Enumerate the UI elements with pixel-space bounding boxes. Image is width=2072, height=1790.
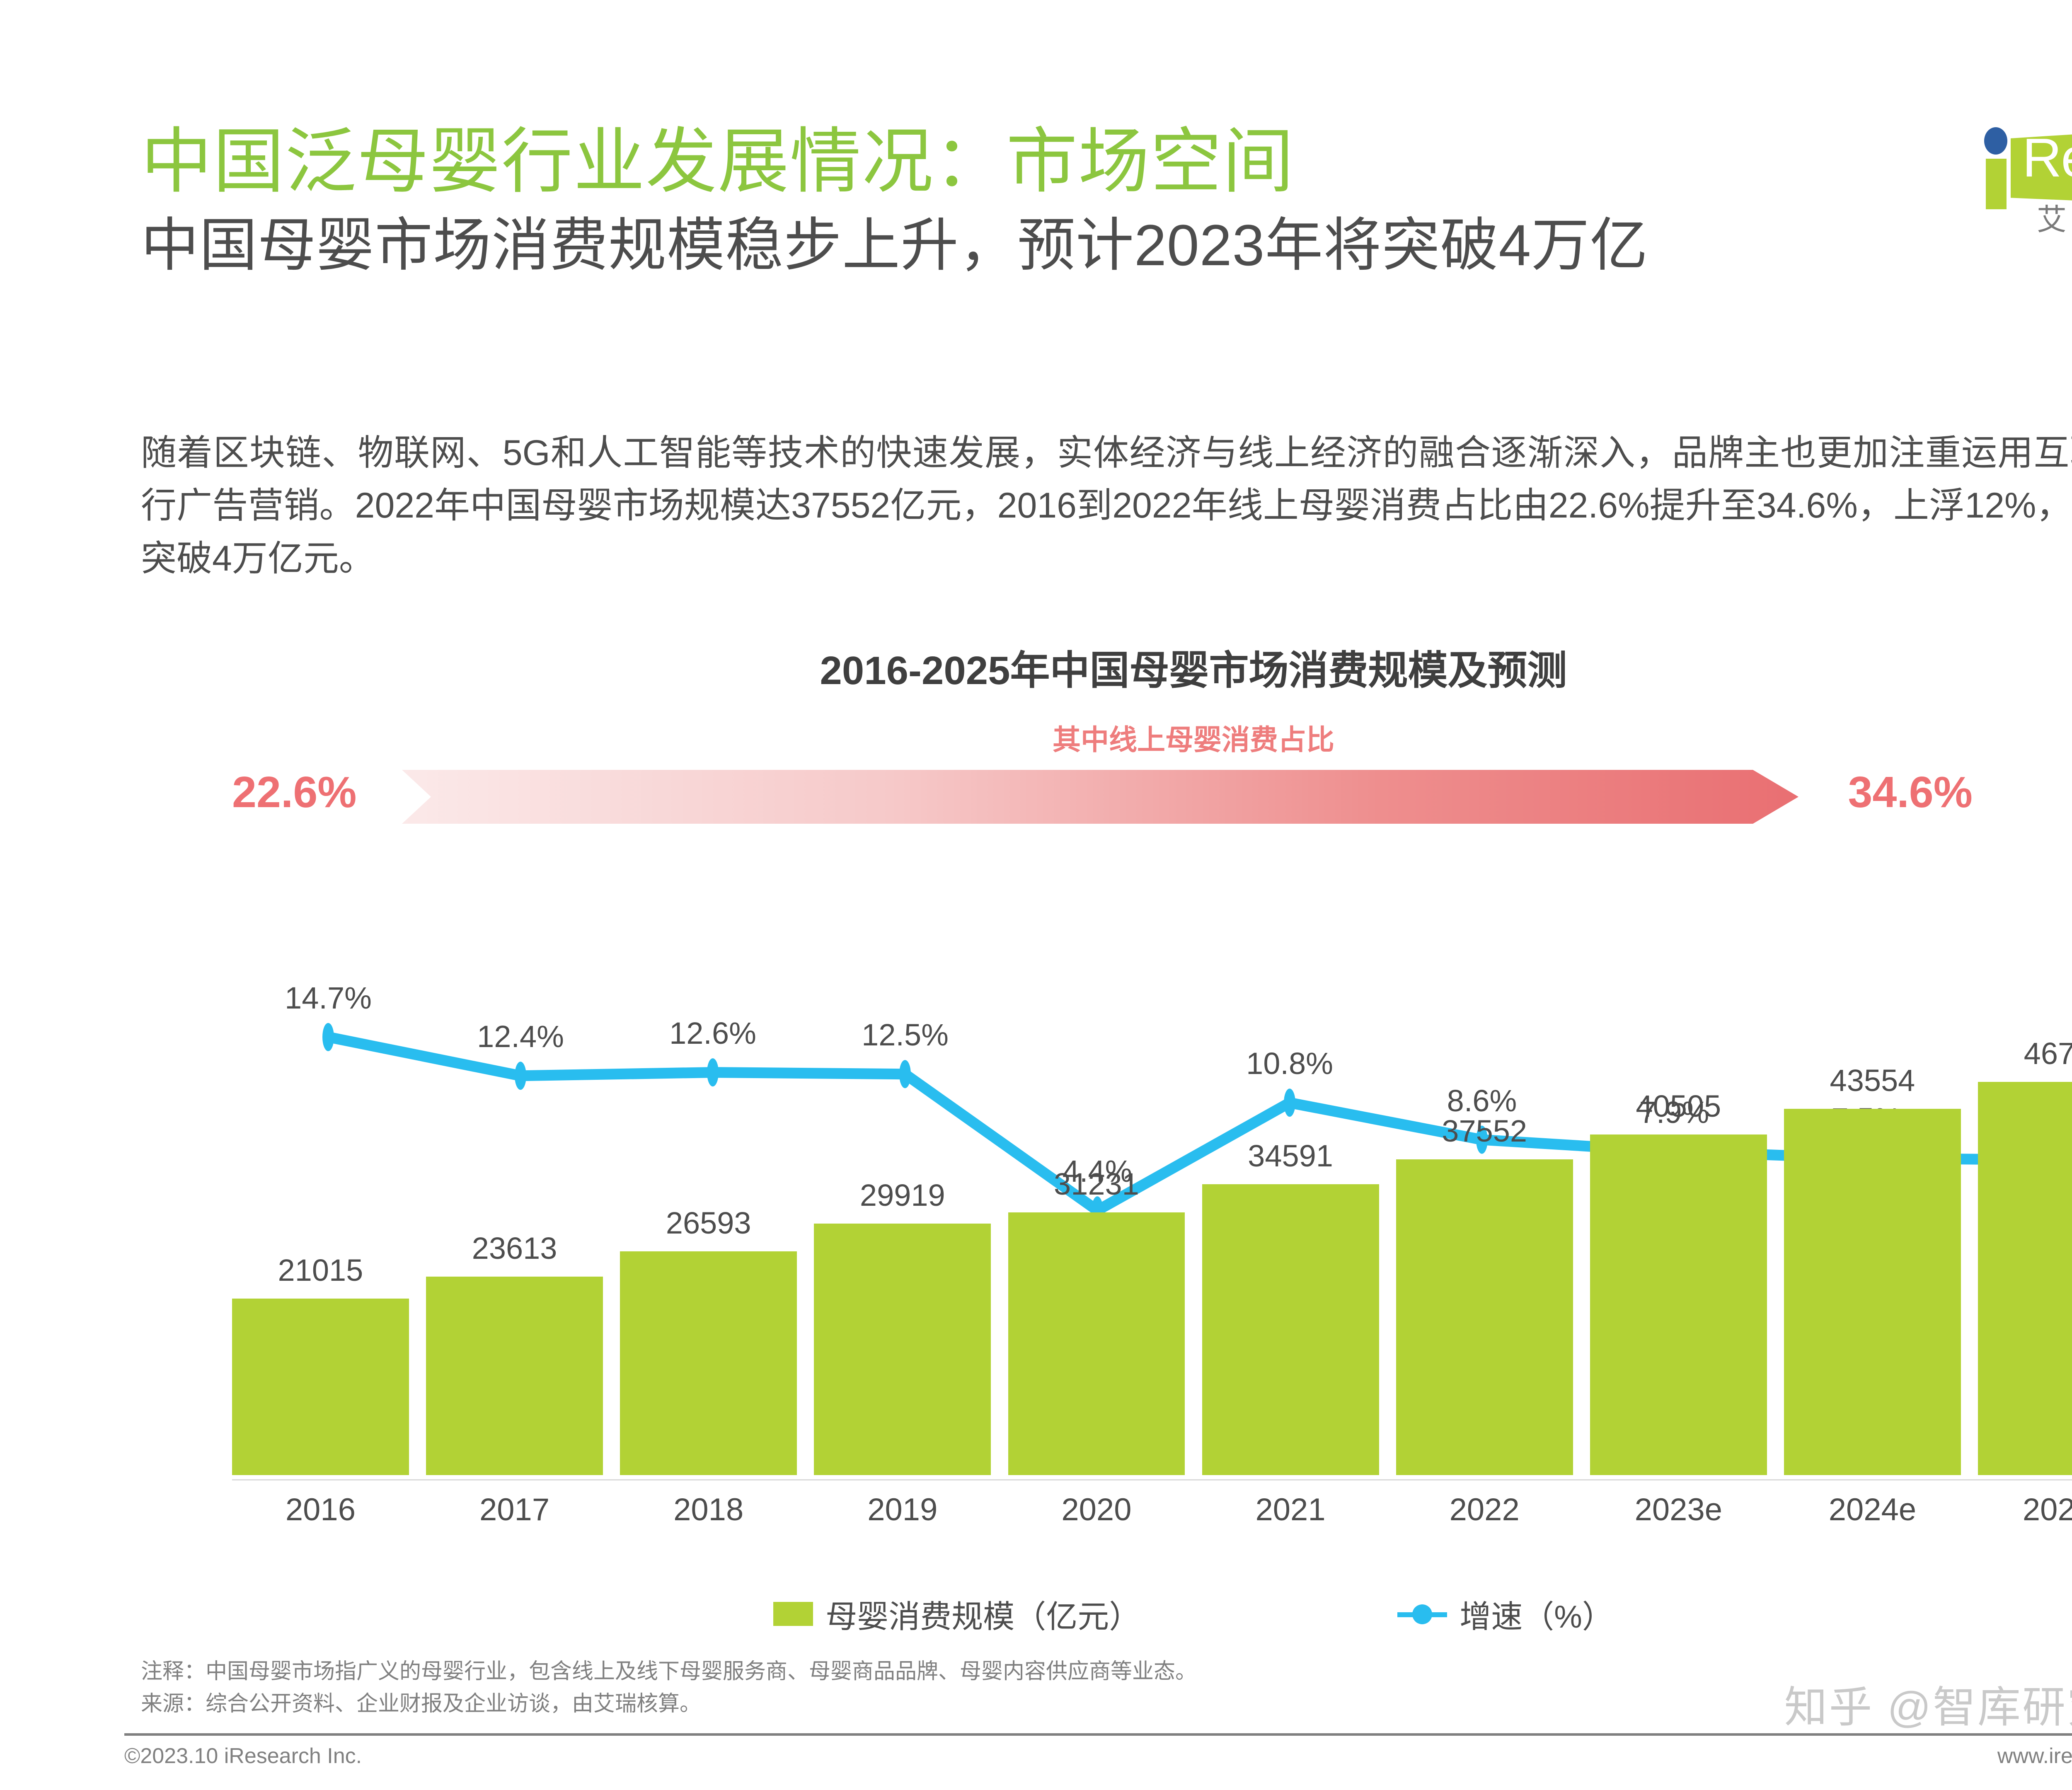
chart-title: 2016-2025年中国母婴市场消费规模及预测	[820, 648, 1567, 693]
bar-value-label: 29919	[859, 1178, 945, 1212]
bar-value-label: 37552	[1442, 1114, 1527, 1149]
footnote-source: 来源：综合公开资料、企业财报及企业访谈，由艾瑞核算。	[141, 1692, 702, 1716]
line-data-point	[899, 1060, 911, 1089]
iresearch-logo: Research 艾瑞咨询	[1973, 106, 2072, 239]
footnote-definition: 注释：中国母婴市场指广义的母婴行业，包含线上及线下母婴服务商、母婴商品品牌、母婴…	[141, 1659, 1197, 1684]
online-share-caption: 其中线上母婴消费占比	[1052, 724, 1334, 756]
footer-url: www.iresearch.com.cn	[1997, 1744, 2072, 1768]
bar-column: 23613	[426, 994, 603, 1475]
share-end-value: 34.6%	[1848, 768, 1973, 817]
bar-column: 46797	[1978, 994, 2072, 1475]
share-growth-arrow: 22.6% 34.6%	[232, 758, 1973, 837]
bar-column: 37552	[1396, 994, 1573, 1475]
header: 中国泛母婴行业发展情况：市场空间 中国母婴市场消费规模稳步上升，预计2023年将…	[141, 124, 2072, 277]
line-value-label: 12.5%	[862, 1018, 949, 1052]
x-axis-tick: 2017	[479, 1492, 550, 1527]
bar-value-label: 40505	[1636, 1089, 1721, 1124]
page-title: 中国泛母婴行业发展情况：市场空间	[141, 122, 1295, 201]
bar-rect	[814, 1224, 991, 1475]
logo-i-dot-icon	[1984, 127, 2007, 155]
bar-column: 26593	[620, 994, 797, 1475]
legend-item-bar: 母婴消费规模（亿元）	[773, 1591, 1140, 1637]
page-subtitle: 中国母婴市场消费规模稳步上升，预计2023年将突破4万亿	[141, 212, 1648, 278]
bar-value-label: 43554	[1830, 1063, 1915, 1098]
line-data-point	[515, 1062, 526, 1090]
arrow-shape	[402, 770, 1798, 824]
logo-chinese-name: 艾瑞咨询	[2036, 203, 2072, 237]
logo-i-stem-icon	[1986, 159, 2007, 209]
bar-column: 40505	[1590, 994, 1767, 1475]
zhihu-watermark: 知乎 @智库研究小明星	[1784, 1684, 2072, 1732]
legend-line-label: 增速（%）	[1460, 1599, 1614, 1635]
x-axis-tick: 2025e	[2022, 1492, 2072, 1527]
bar-rect	[232, 1298, 409, 1475]
bar-column: 43554	[1784, 994, 1961, 1475]
legend-line-swatch-icon	[1397, 1602, 1447, 1626]
bar-value-label: 23613	[472, 1231, 557, 1265]
line-data-point	[322, 1023, 334, 1051]
line-value-label: 12.4%	[477, 1019, 564, 1054]
x-axis-tick: 2023e	[1634, 1492, 1722, 1527]
legend-bar-label: 母婴消费规模（亿元）	[825, 1599, 1141, 1635]
line-value-label: 7.9%	[1639, 1095, 1709, 1130]
x-axis-tick: 2020	[1061, 1492, 1132, 1527]
bar-rect	[426, 1276, 603, 1475]
x-axis-tick: 2018	[673, 1492, 744, 1527]
bar-rect	[1008, 1212, 1185, 1475]
bar-rect	[1784, 1109, 1961, 1475]
line-value-label: 4.4%	[1062, 1154, 1133, 1189]
footnotes: 注释：中国母婴市场指广义的母婴行业，包含线上及线下母婴服务商、母婴商品品牌、母婴…	[141, 1655, 2006, 1720]
bar-rect	[1396, 1159, 1573, 1475]
x-axis-tick: 2016	[285, 1492, 356, 1527]
bar-series: 21015 23613 26593 29919 31231 34591 37552 40505…	[232, 994, 2072, 1475]
share-start-value: 22.6%	[232, 768, 357, 817]
body-paragraph: 随着区块链、物联网、5G和人工智能等技术的快速发展，实体经济与线上经济的融合逐渐…	[141, 433, 2072, 578]
x-axis-labels: 2016 2017 2018 2019 2020 2021 2022 2023e 2024e 20…	[232, 1492, 2072, 1528]
bar-column: 31231	[1008, 994, 1185, 1475]
line-value-label: 14.7%	[285, 980, 372, 1015]
line-value-label: 10.8%	[1246, 1046, 1333, 1081]
chart-legend: 母婴消费规模（亿元） 增速（%）	[0, 1591, 2072, 1637]
chart-plot-area: 14.7%12.4%12.6%12.5%4.4%10.8%8.6%7.9%7.5…	[232, 837, 2072, 1475]
bar-column: 34591	[1202, 994, 1379, 1475]
line-data-point	[1284, 1089, 1295, 1117]
bar-column: 21015	[232, 994, 409, 1475]
line-data-point	[1476, 1125, 1488, 1154]
x-axis-tick: 2019	[867, 1492, 938, 1527]
line-value-label: 12.6%	[669, 1016, 756, 1051]
bar-value-label: 26593	[666, 1206, 751, 1241]
x-axis-tick: 2024e	[1828, 1492, 1917, 1527]
x-axis-tick: 2022	[1449, 1492, 1520, 1527]
logo-mark: Research	[1973, 106, 2072, 209]
footer-divider	[124, 1733, 2072, 1736]
line-data-point	[707, 1058, 719, 1087]
bar-rect	[1978, 1081, 2072, 1475]
footer-copyright: ©2023.10 iResearch Inc.	[124, 1744, 362, 1768]
bar-value-label: 31231	[1054, 1167, 1139, 1202]
bar-value-label: 34591	[1248, 1139, 1333, 1173]
bar-column: 29919	[814, 994, 991, 1475]
x-axis-tick: 2021	[1255, 1492, 1326, 1527]
bar-rect	[620, 1251, 797, 1475]
logo-wordmark: Research	[2022, 127, 2072, 188]
legend-item-line: 增速（%）	[1397, 1591, 1614, 1637]
legend-bar-swatch-icon	[773, 1602, 813, 1626]
bar-rect	[1590, 1134, 1767, 1475]
bar-value-label: 21015	[278, 1253, 363, 1287]
bar-rect	[1202, 1184, 1379, 1475]
bar-value-label: 46797	[2024, 1036, 2072, 1071]
x-axis-line	[232, 1479, 2072, 1480]
line-value-label: 8.6%	[1447, 1083, 1517, 1118]
